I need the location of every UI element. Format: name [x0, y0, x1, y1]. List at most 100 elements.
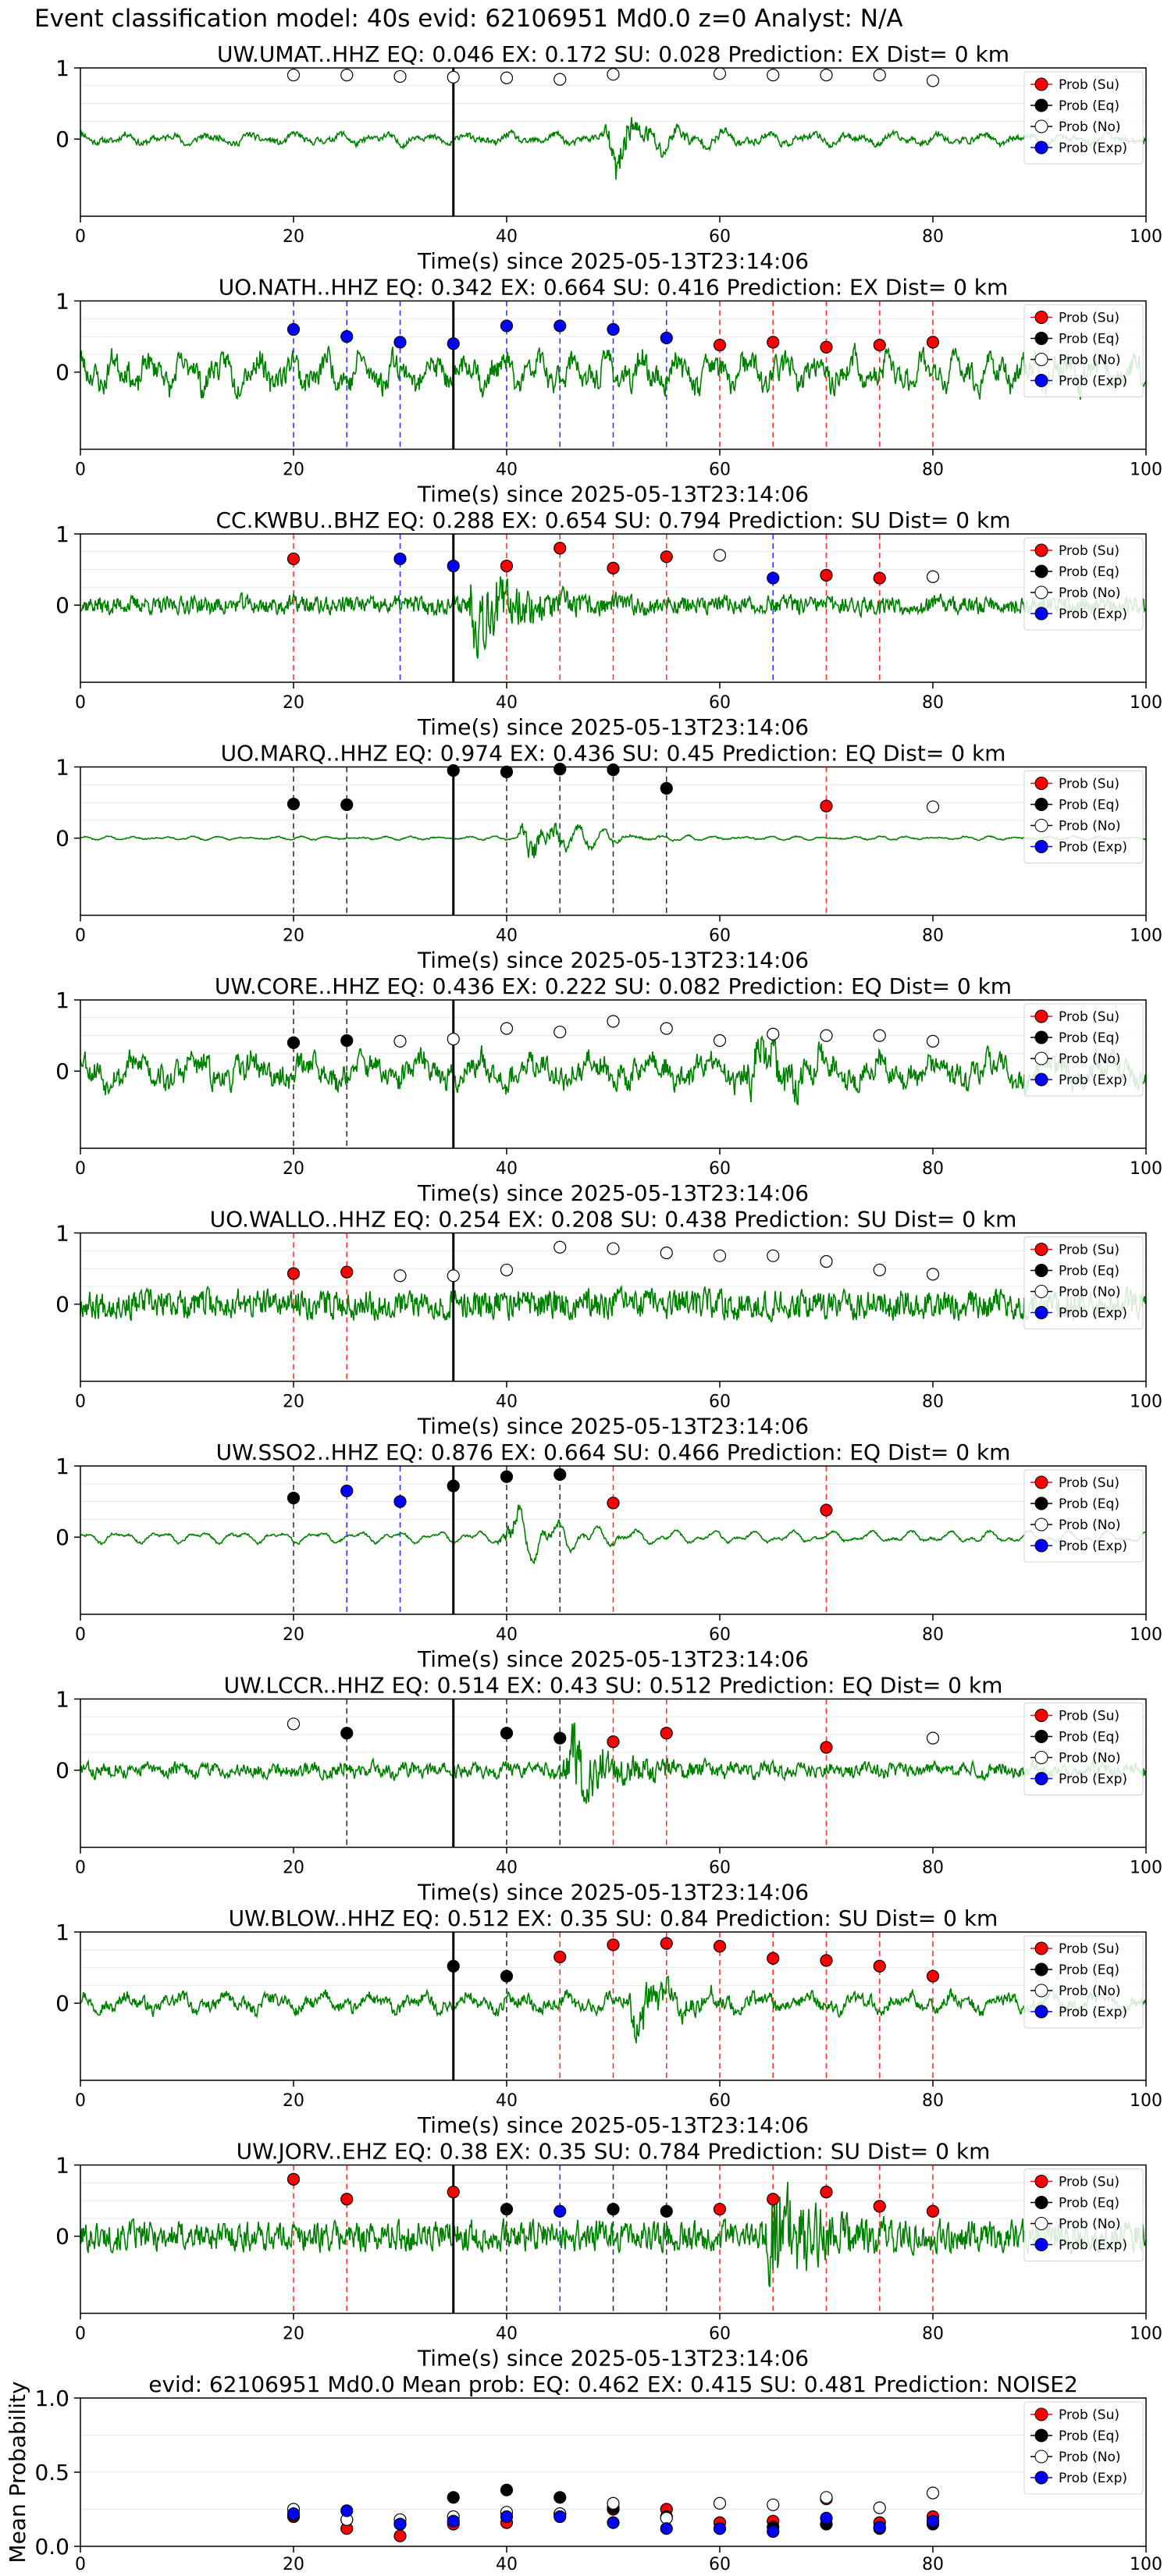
axes-frame — [80, 1931, 1147, 2081]
x-tick-label: 80 — [922, 1159, 944, 1179]
y-tick-label: 0 — [55, 360, 69, 386]
prob-marker-no — [820, 69, 833, 82]
legend-label-eq: Prob (Eq) — [1059, 1264, 1119, 1279]
prob-marker-exp — [393, 1495, 407, 1508]
x-tick-label: 20 — [283, 1625, 304, 1645]
axes-frame — [80, 67, 1147, 217]
legend-label-exp: Prob (Exp) — [1059, 2005, 1127, 2020]
x-axis-label: Time(s) since 2025-05-13T23:14:06 — [417, 1646, 809, 1672]
legend-label-su: Prob (Su) — [1059, 1941, 1119, 1957]
prob-marker-su — [713, 2202, 727, 2216]
mean-marker-exp — [340, 2504, 354, 2517]
axes-frame — [80, 1232, 1147, 1382]
prob-marker-su — [607, 1735, 620, 1749]
legend-label-eq: Prob (Eq) — [1059, 2196, 1119, 2211]
legend-marker-su — [1034, 2407, 1048, 2421]
x-tick-label: 80 — [922, 2555, 944, 2574]
prob-marker-no — [713, 67, 727, 80]
x-tick-label: 20 — [283, 1159, 304, 1179]
legend-marker-eq — [1034, 2428, 1048, 2443]
legend-marker-exp — [1034, 141, 1048, 155]
chart-title: UO.MARQ..HHZ EQ: 0.974 EX: 0.436 SU: 0.4… — [221, 741, 1006, 767]
prob-marker-su — [926, 1969, 940, 1983]
legend-label-su: Prob (Su) — [1059, 1009, 1119, 1025]
mean-marker-exp — [820, 2511, 833, 2524]
x-axis-label: Time(s) since 2025-05-13T23:14:06 — [417, 1880, 809, 1905]
x-tick-label: 20 — [283, 1859, 304, 1878]
legend-label-su: Prob (Su) — [1059, 1709, 1119, 1724]
chart-title: UO.NATH..HHZ EQ: 0.342 EX: 0.664 SU: 0.4… — [219, 275, 1009, 301]
prob-marker-exp — [660, 331, 673, 345]
prob-marker-su — [713, 1940, 727, 1953]
legend-label-su: Prob (Su) — [1059, 2407, 1119, 2423]
prob-marker-su — [607, 561, 620, 575]
prob-marker-eq — [500, 2202, 514, 2216]
legend-marker-eq — [1034, 1730, 1048, 1743]
x-tick-label: 60 — [709, 2325, 731, 2344]
prob-marker-su — [607, 1496, 620, 1510]
x-axis-label: Time(s) since 2025-05-13T23:14:06 — [417, 482, 809, 507]
chart-title: UW.LCCR..HHZ EQ: 0.514 EX: 0.43 SU: 0.51… — [224, 1673, 1003, 1699]
mean-marker-no — [820, 2491, 833, 2504]
y-tick-label: 1 — [55, 55, 69, 81]
x-tick-label: 80 — [922, 927, 944, 946]
prob-marker-eq — [500, 1969, 514, 1983]
legend-box — [1023, 770, 1144, 863]
prob-marker-no — [660, 1246, 673, 1260]
station-chart-UW.CORE..HHZ: UW.CORE..HHZ EQ: 0.436 EX: 0.222 SU: 0.0… — [55, 973, 1162, 1206]
legend-label-exp: Prob (Exp) — [1059, 607, 1127, 622]
waveform-trace — [80, 1284, 1147, 1323]
chart-title: UW.CORE..HHZ EQ: 0.436 EX: 0.222 SU: 0.0… — [215, 973, 1012, 999]
prob-marker-eq — [287, 797, 301, 811]
legend-label-su: Prob (Su) — [1059, 1475, 1119, 1491]
legend-marker-su — [1034, 1243, 1048, 1256]
legend-label-eq: Prob (Eq) — [1059, 1030, 1119, 1046]
legend-marker-eq — [1034, 332, 1048, 345]
legend-label-eq: Prob (Eq) — [1059, 1962, 1119, 1978]
legend-marker-no — [1034, 1051, 1048, 1066]
y-tick-label: 0 — [55, 592, 69, 618]
waveform-trace — [80, 1032, 1147, 1107]
x-tick-label: 60 — [709, 1859, 731, 1878]
prob-marker-no — [873, 1029, 886, 1042]
x-tick-label: 0 — [75, 1393, 86, 1412]
station-chart-UW.JORV..EHZ: UW.JORV..EHZ EQ: 0.38 EX: 0.35 SU: 0.784… — [55, 2139, 1162, 2371]
y-tick-label: 0 — [55, 1292, 69, 1318]
legend-marker-eq — [1034, 1496, 1048, 1510]
legend-label-no: Prob (No) — [1059, 819, 1121, 834]
prob-marker-no — [713, 549, 727, 562]
prob-marker-su — [553, 1950, 567, 1964]
prob-marker-eq — [607, 2202, 620, 2216]
prob-marker-exp — [500, 319, 514, 333]
prob-marker-su — [287, 1267, 301, 1280]
x-tick-label: 20 — [283, 2091, 304, 2111]
prob-marker-no — [820, 1029, 833, 1042]
prob-marker-su — [820, 1503, 833, 1517]
figure-title: Event classification model: 40s evid: 62… — [34, 5, 903, 33]
x-axis-label: Time(s) since 2025-05-13T23:14:06 — [417, 1180, 809, 1206]
mean-marker-eq — [447, 2491, 460, 2504]
x-tick-label: 100 — [1130, 2555, 1162, 2574]
legend-label-no: Prob (No) — [1059, 2450, 1121, 2465]
legend-label-su: Prob (Su) — [1059, 77, 1119, 93]
x-tick-label: 40 — [496, 1159, 518, 1179]
prob-marker-no — [393, 1034, 407, 1048]
legend-marker-no — [1034, 2217, 1048, 2230]
legend-label-su: Prob (Su) — [1059, 2175, 1119, 2190]
legend-marker-eq — [1034, 98, 1048, 112]
legend-marker-no — [1034, 585, 1048, 600]
mean-marker-exp — [553, 2510, 567, 2524]
prob-marker-exp — [393, 552, 407, 566]
prob-marker-su — [820, 340, 833, 354]
axes-frame — [80, 300, 1147, 450]
legend-marker-eq — [1034, 1962, 1048, 1976]
y-tick-label: 1 — [55, 755, 69, 781]
station-chart-UO.WALLO..HHZ: UO.WALLO..HHZ EQ: 0.254 EX: 0.208 SU: 0.… — [55, 1207, 1162, 1439]
prob-marker-su — [287, 552, 301, 566]
x-tick-label: 80 — [922, 461, 944, 480]
prob-marker-exp — [447, 337, 460, 350]
x-tick-label: 40 — [496, 227, 518, 247]
mean-marker-exp — [287, 2507, 301, 2521]
legend-marker-exp — [1034, 2238, 1048, 2251]
x-tick-label: 100 — [1130, 2091, 1162, 2111]
